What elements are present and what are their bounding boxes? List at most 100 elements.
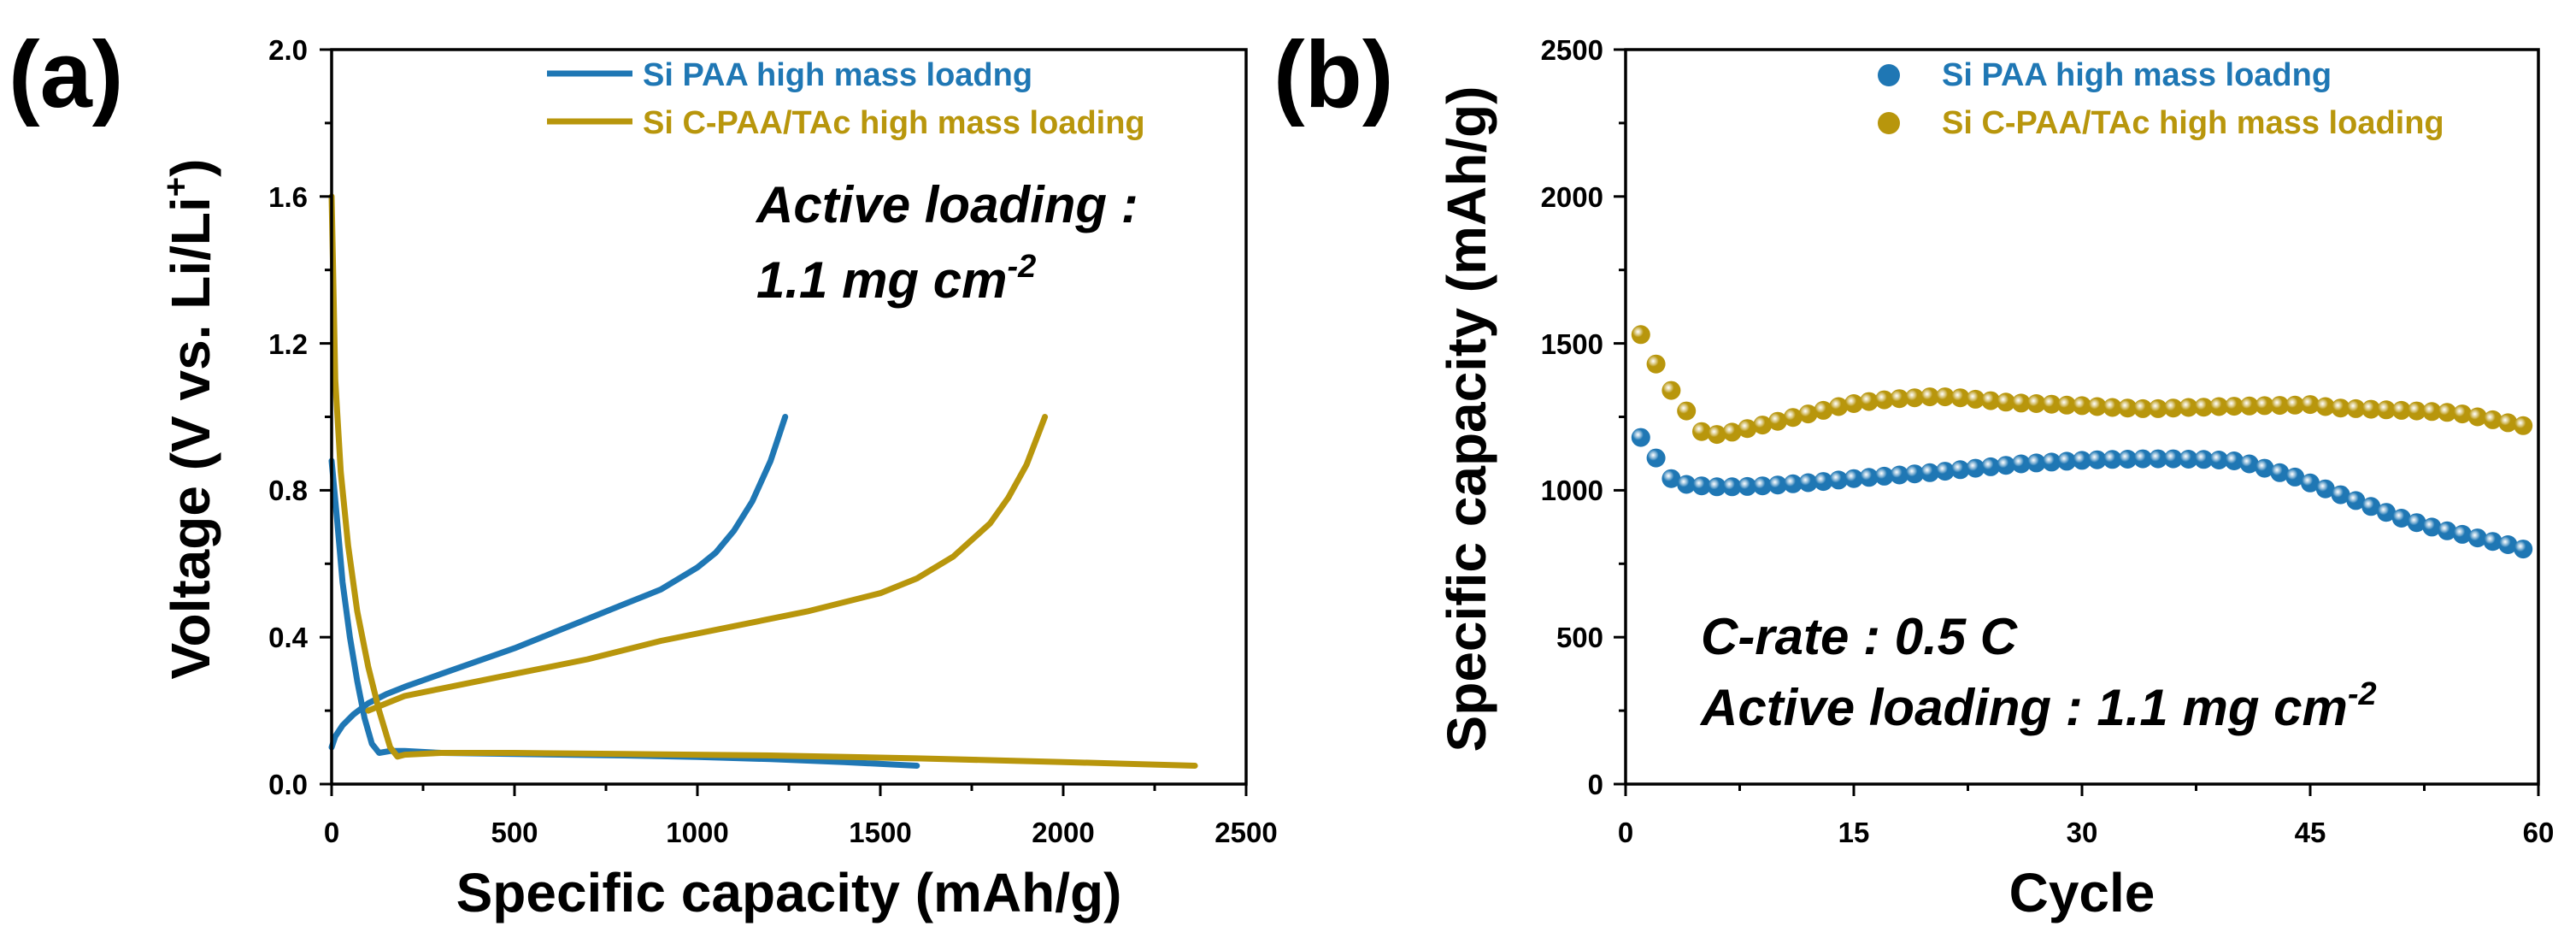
b-point-si-paa — [2149, 449, 2167, 469]
b-point-si-paa — [2301, 473, 2320, 493]
b-ytick-2000: 2000 — [1541, 181, 1603, 213]
b-ytick-2500: 2500 — [1541, 34, 1603, 66]
b-point-si-cpaa — [1707, 425, 1726, 445]
b-point-si-cpaa — [2133, 398, 2153, 418]
b-point-si-paa — [2331, 485, 2350, 504]
b-point-si-cpaa — [1738, 419, 1757, 439]
b-legend-marker-si-paa — [1878, 64, 1900, 86]
b-point-si-paa — [2453, 524, 2472, 544]
b-xtick-60: 60 — [2523, 817, 2555, 848]
b-point-si-paa — [1905, 464, 1925, 484]
b-xtick-0: 0 — [1618, 817, 1633, 848]
b-y-axis-title: Specific capacity (mAh/g) — [1436, 86, 1497, 752]
b-point-si-paa — [1890, 465, 1909, 485]
b-point-si-cpaa — [2285, 395, 2305, 415]
a-series-si-paa-charge — [328, 414, 789, 751]
a-x-axis-title: Specific capacity (mAh/g) — [456, 862, 1122, 923]
b-point-si-paa — [1966, 458, 1985, 478]
b-point-si-cpaa — [1829, 397, 1849, 416]
b-point-si-cpaa — [1890, 389, 1909, 409]
b-point-si-paa — [1920, 463, 1939, 482]
b-point-si-cpaa — [1997, 392, 2015, 412]
b-point-si-paa — [2498, 535, 2518, 554]
b-point-si-cpaa — [2209, 397, 2229, 416]
b-ytick-1000: 1000 — [1541, 475, 1603, 506]
b-point-si-cpaa — [2087, 397, 2107, 416]
b-point-si-cpaa — [2042, 394, 2061, 414]
b-point-si-cpaa — [2514, 416, 2533, 435]
b-annotation-line2: Active loading : 1.1 mg cm-2 — [1699, 676, 2377, 736]
b-point-si-cpaa — [1677, 401, 1697, 421]
b-ytick-0: 0 — [1588, 769, 1603, 800]
b-point-si-paa — [2118, 450, 2138, 469]
b-point-si-paa — [1874, 466, 1894, 486]
b-point-si-cpaa — [2011, 393, 2031, 413]
b-point-si-paa — [1783, 474, 1803, 493]
b-point-si-paa — [1768, 475, 1787, 495]
b-point-si-paa — [1950, 460, 1970, 480]
b-point-si-cpaa — [2377, 400, 2396, 420]
b-point-si-cpaa — [2301, 395, 2320, 415]
a-series-si-paa-discharge — [328, 457, 920, 769]
b-point-si-paa — [1722, 477, 1742, 497]
b-point-si-cpaa — [1646, 354, 1666, 374]
b-point-si-cpaa — [1905, 388, 1925, 408]
a-xtick-2000: 2000 — [1032, 817, 1094, 848]
b-point-si-paa — [2483, 532, 2502, 552]
b-point-si-paa — [2133, 449, 2153, 469]
b-point-si-paa — [2194, 450, 2214, 469]
b-point-si-cpaa — [1966, 389, 1985, 409]
b-point-si-paa — [1997, 456, 2015, 475]
b-point-si-cpaa — [1631, 325, 1650, 345]
b-point-si-cpaa — [2057, 395, 2077, 415]
b-point-si-paa — [2346, 491, 2366, 510]
panel-b-label: (b) — [1273, 22, 1393, 127]
b-ytick-500: 500 — [1556, 622, 1603, 653]
b-point-si-cpaa — [1722, 422, 1742, 442]
b-legend: Si PAA high mass loadng Si C-PAA/TAc hig… — [1878, 57, 2444, 141]
panel-a-ticks — [320, 48, 1248, 796]
b-point-si-cpaa — [1814, 400, 1833, 420]
b-point-si-cpaa — [2453, 404, 2472, 424]
b-annotation-line1: C-rate : 0.5 C — [1701, 608, 2019, 665]
b-point-si-paa — [2255, 458, 2274, 478]
a-annotation-line2: 1.1 mg cm-2 — [756, 249, 1036, 309]
b-point-si-paa — [2239, 454, 2259, 474]
b-point-si-paa — [2377, 503, 2396, 522]
b-point-si-cpaa — [2331, 398, 2350, 418]
a-xtick-500: 500 — [491, 817, 538, 848]
b-point-si-paa — [1859, 468, 1879, 487]
b-point-si-paa — [2422, 517, 2442, 537]
b-point-si-cpaa — [2407, 401, 2426, 421]
b-point-si-cpaa — [2103, 398, 2122, 417]
b-point-si-cpaa — [1981, 391, 2001, 410]
b-point-si-paa — [2026, 453, 2046, 473]
b-point-si-paa — [1798, 473, 1818, 493]
b-point-si-paa — [2087, 450, 2107, 469]
b-point-si-cpaa — [2498, 413, 2518, 433]
b-point-si-paa — [1814, 472, 1833, 492]
b-point-si-paa — [2225, 451, 2244, 470]
b-point-si-cpaa — [1859, 392, 1879, 411]
b-point-si-cpaa — [2255, 396, 2274, 416]
b-point-si-paa — [1844, 469, 1863, 488]
b-point-si-paa — [2042, 452, 2061, 472]
b-point-si-paa — [1753, 476, 1773, 496]
b-point-si-paa — [1707, 477, 1726, 497]
a-ytick-0.4: 0.4 — [268, 622, 309, 653]
b-point-si-paa — [1661, 469, 1681, 488]
b-point-si-cpaa — [1798, 404, 1818, 424]
b-point-si-cpaa — [2315, 397, 2335, 416]
b-point-si-cpaa — [2361, 399, 2381, 419]
b-point-si-cpaa — [2194, 398, 2214, 417]
b-point-si-paa — [2407, 513, 2426, 533]
a-xtick-1000: 1000 — [666, 817, 728, 848]
b-point-si-paa — [1692, 476, 1711, 496]
b-point-si-paa — [1829, 470, 1849, 490]
panel-b-plot-content — [1631, 325, 2533, 559]
b-point-si-paa — [2514, 540, 2533, 559]
b-point-si-paa — [2361, 497, 2381, 516]
a-legend-label-si-cpaa: Si C-PAA/TAc high mass loading — [643, 105, 1145, 141]
b-point-si-cpaa — [1920, 387, 1939, 407]
